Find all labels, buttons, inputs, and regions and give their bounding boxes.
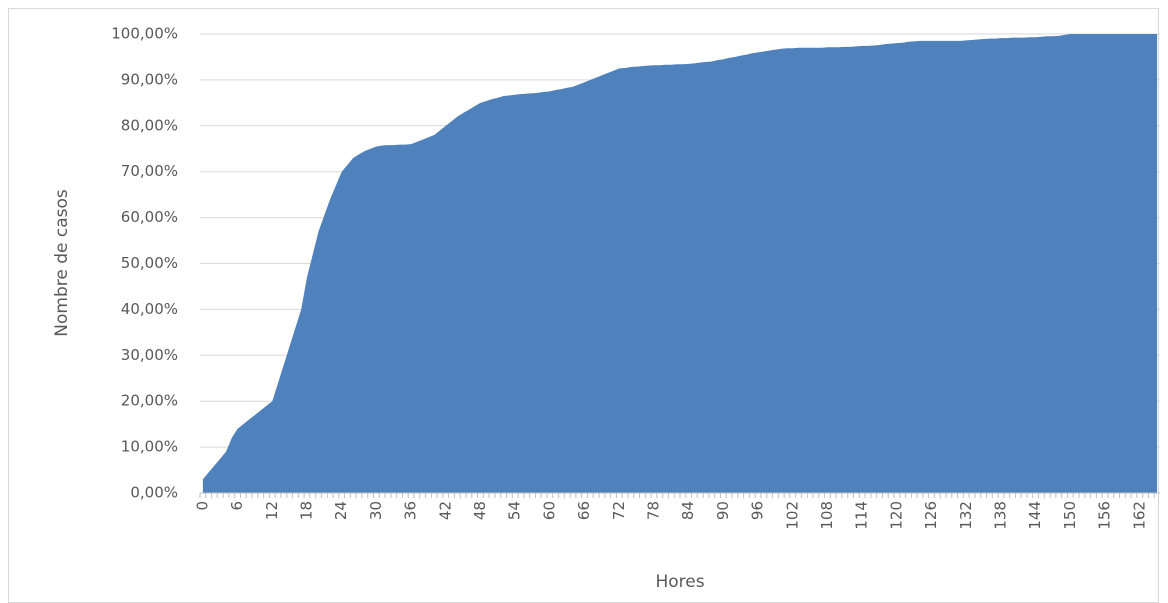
- x-tick-label: 90: [714, 501, 732, 520]
- x-tick-label: 48: [471, 501, 489, 520]
- y-tick-label: 90,00%: [121, 70, 178, 88]
- x-tick-label: 102: [783, 501, 801, 530]
- y-tick-label: 100,00%: [111, 25, 178, 43]
- x-tick-label: 0: [193, 501, 211, 511]
- y-tick-label: 40,00%: [121, 300, 178, 318]
- x-tick-label: 138: [991, 501, 1009, 530]
- x-tick-label: 108: [818, 501, 836, 530]
- x-tick-label: 18: [297, 501, 315, 520]
- x-axis-title: Hores: [655, 572, 704, 592]
- x-tick-label: 54: [506, 501, 524, 520]
- x-tick-label: 156: [1096, 501, 1114, 530]
- area: [202, 34, 1158, 493]
- y-tick-label: 50,00%: [121, 254, 178, 272]
- x-tick-label: 126: [922, 501, 940, 530]
- x-tick-label: 42: [436, 501, 454, 520]
- y-tick-label: 60,00%: [121, 208, 178, 226]
- y-tick-label: 20,00%: [121, 392, 178, 410]
- x-tick-label: 72: [610, 501, 628, 520]
- x-tick-label: 6: [228, 501, 246, 511]
- x-tick-label: 132: [957, 501, 975, 530]
- x-tick-label: 66: [575, 501, 593, 520]
- x-tick-label: 30: [367, 501, 385, 520]
- x-tick-label: 150: [1061, 501, 1079, 530]
- x-tick-label: 84: [679, 501, 697, 520]
- y-tick-label: 0,00%: [130, 484, 178, 502]
- x-tick-label: 36: [402, 501, 420, 520]
- y-tick-label: 10,00%: [121, 438, 178, 456]
- x-tick-label: 96: [749, 501, 767, 520]
- x-tick-label: 24: [332, 501, 350, 520]
- x-tick-label: 78: [644, 501, 662, 520]
- y-tick-label: 80,00%: [121, 116, 178, 134]
- x-tick-label: 12: [263, 501, 281, 520]
- y-axis-title: Nombre de casos: [52, 189, 72, 337]
- x-tick-label: 114: [853, 501, 871, 530]
- x-tick-label: 120: [887, 501, 905, 530]
- y-tick-label: 30,00%: [121, 346, 178, 364]
- x-tick-label: 144: [1026, 501, 1044, 530]
- x-tick-label: 162: [1130, 501, 1148, 530]
- x-tick-label: 60: [540, 501, 558, 520]
- y-tick-label: 70,00%: [121, 162, 178, 180]
